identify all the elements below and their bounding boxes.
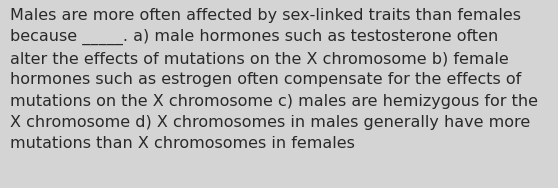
Text: Males are more often affected by sex-linked traits than females
because _____. a: Males are more often affected by sex-lin… [10,8,538,151]
